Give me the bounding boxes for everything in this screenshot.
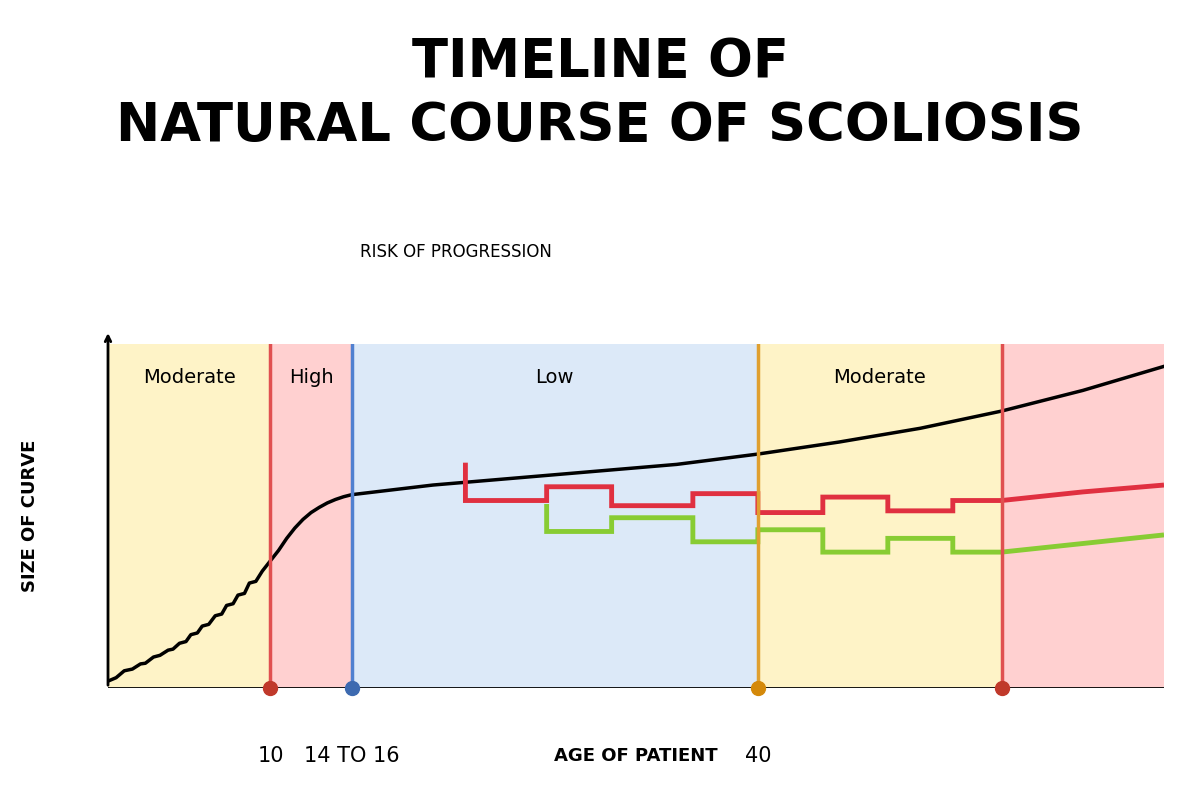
Text: Low: Low [535, 368, 574, 387]
Text: NATURAL COURSE OF SCOLIOSIS: NATURAL COURSE OF SCOLIOSIS [116, 100, 1084, 152]
Text: SIZE OF CURVE: SIZE OF CURVE [20, 440, 40, 592]
Text: AGE OF PATIENT: AGE OF PATIENT [554, 747, 718, 765]
Text: 14 TO 16: 14 TO 16 [304, 746, 400, 766]
Text: Moderate: Moderate [143, 368, 235, 387]
Text: Moderate: Moderate [833, 368, 926, 387]
Text: 10: 10 [257, 746, 283, 766]
Bar [1002, 344, 1164, 688]
Text: TIMELINE OF: TIMELINE OF [412, 36, 788, 88]
Text: High: High [289, 368, 334, 387]
Bar [270, 344, 352, 688]
Text: 40: 40 [744, 746, 772, 766]
Bar [352, 344, 758, 688]
Bar [108, 344, 270, 688]
Bar [758, 344, 1002, 688]
Text: RISK OF PROGRESSION: RISK OF PROGRESSION [360, 243, 552, 261]
